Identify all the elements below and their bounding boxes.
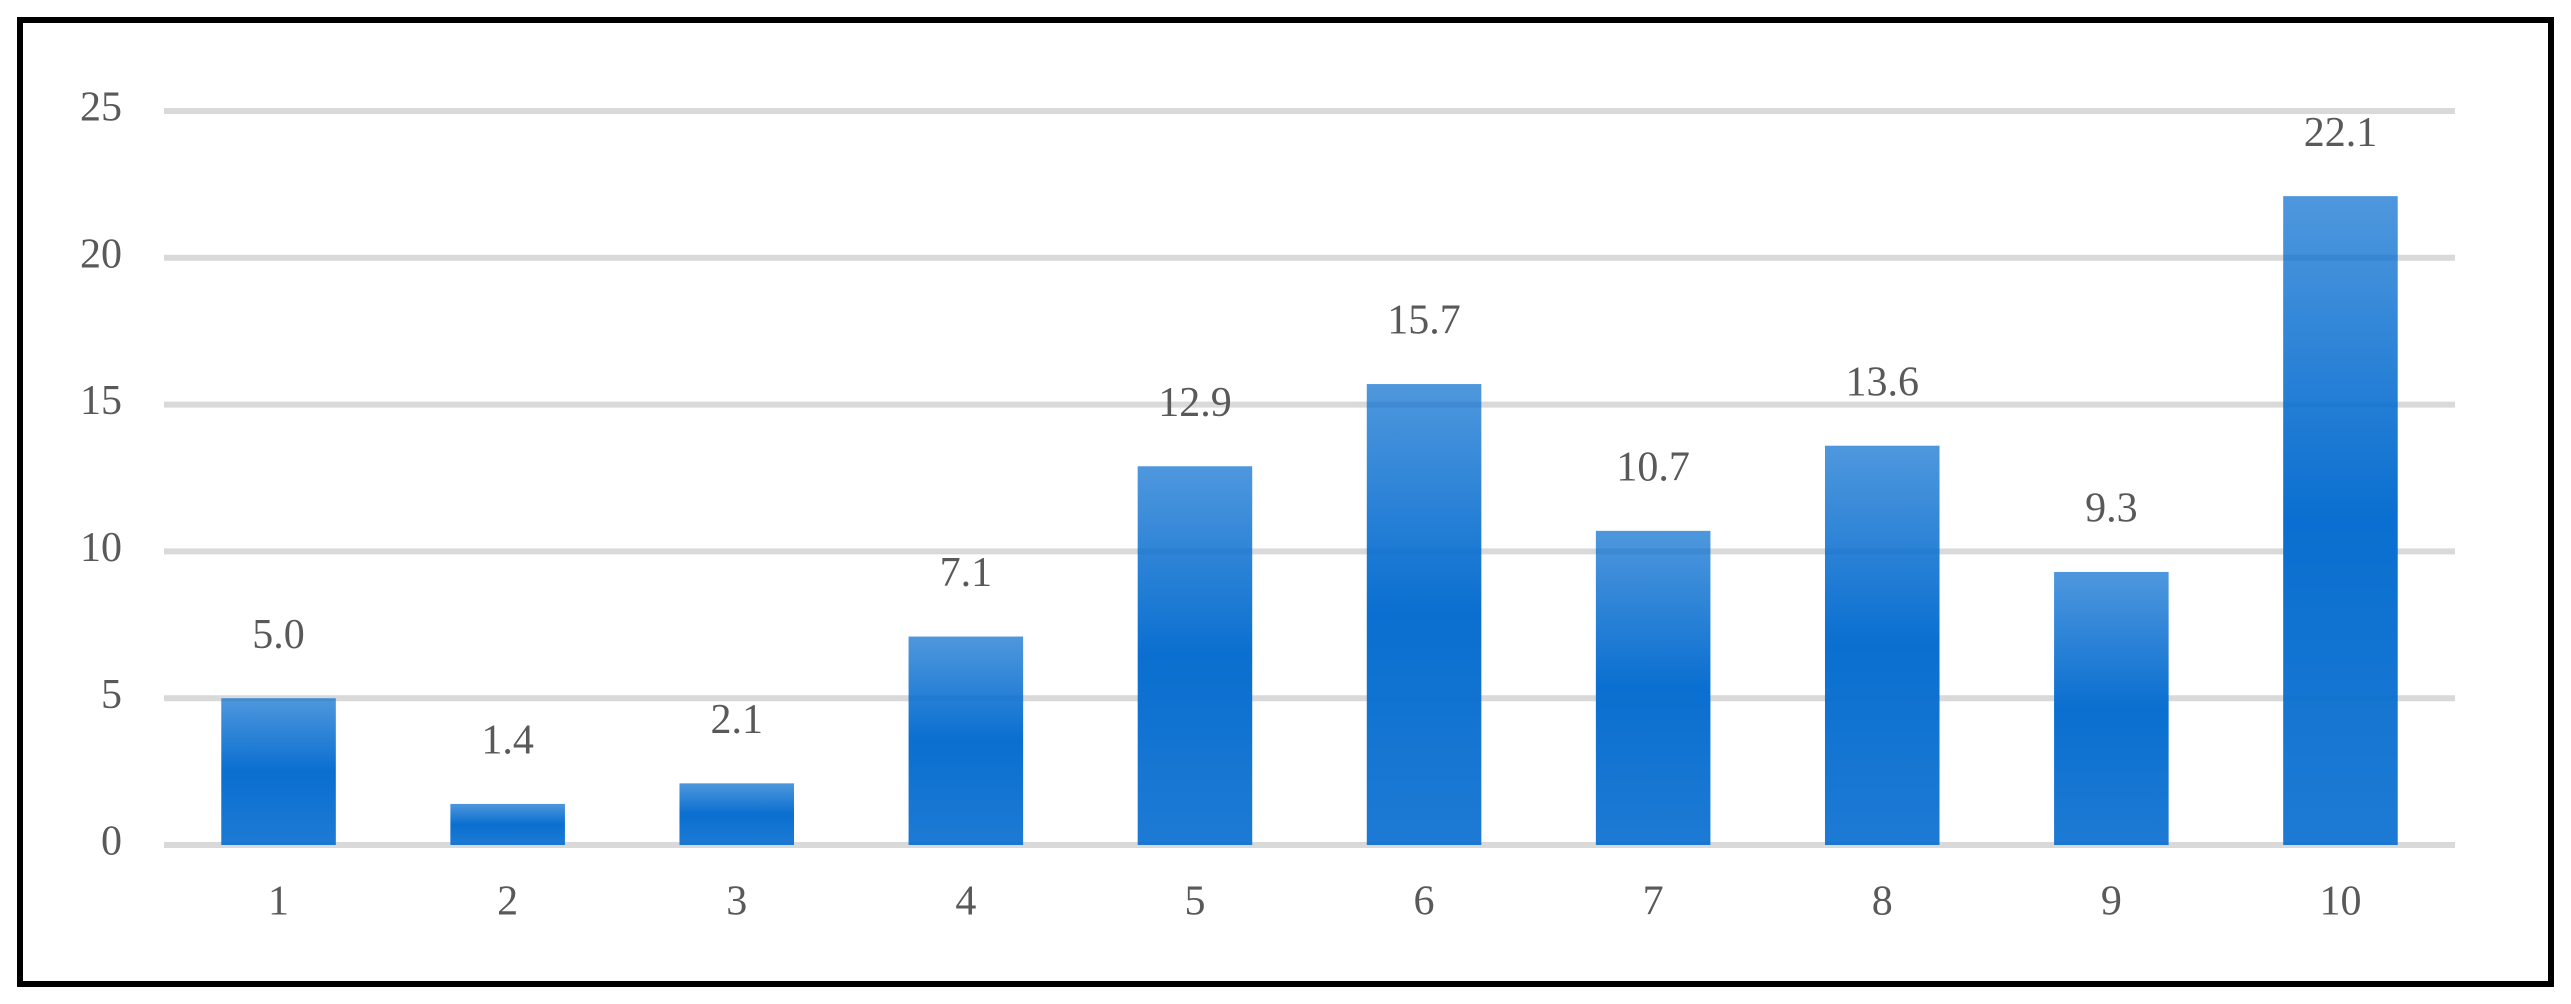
bar — [2283, 196, 2398, 846]
value-label: 5.0 — [252, 612, 305, 658]
y-tick-label: 5 — [101, 672, 122, 718]
y-tick-label: 25 — [80, 85, 122, 131]
y-tick-label: 10 — [80, 525, 122, 571]
value-label: 15.7 — [1387, 298, 1461, 344]
x-tick-label: 10 — [2319, 879, 2361, 925]
bar — [1595, 530, 1711, 845]
bar — [679, 783, 795, 845]
bar — [221, 698, 336, 845]
chart-border — [17, 17, 2554, 987]
bar — [450, 803, 565, 845]
bar — [1137, 466, 1253, 845]
value-label: 13.6 — [1846, 359, 1920, 405]
y-tick-label: 0 — [101, 819, 122, 865]
value-label: 2.1 — [711, 697, 764, 743]
x-tick-label: 9 — [2101, 879, 2122, 925]
y-tick-label: 15 — [80, 378, 122, 424]
x-tick-label: 2 — [497, 879, 518, 925]
bar — [1366, 384, 1482, 845]
x-tick-label: 4 — [955, 879, 976, 925]
y-tick-label: 20 — [80, 231, 122, 277]
value-label: 7.1 — [940, 550, 993, 596]
x-tick-label: 1 — [268, 879, 289, 925]
x-tick-label: 7 — [1643, 879, 1664, 925]
value-label: 1.4 — [481, 718, 534, 764]
bar — [908, 636, 1024, 845]
x-tick-label: 6 — [1414, 879, 1435, 925]
x-tick-label: 5 — [1184, 879, 1205, 925]
value-label: 9.3 — [2085, 486, 2138, 532]
value-label: 22.1 — [2304, 110, 2378, 156]
bar — [2054, 571, 2169, 845]
x-tick-label: 3 — [726, 879, 747, 925]
x-tick-label: 8 — [1872, 879, 1893, 925]
bar — [1824, 445, 1940, 845]
value-label: 12.9 — [1158, 380, 1232, 426]
value-label: 10.7 — [1616, 444, 1690, 490]
